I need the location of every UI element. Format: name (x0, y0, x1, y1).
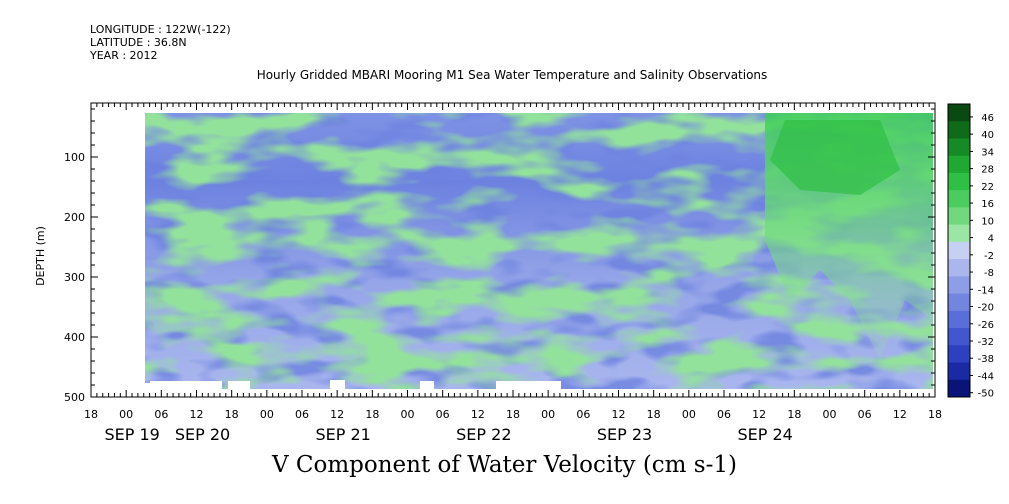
x-axis-label: V Component of Water Velocity (cm s-1) (272, 452, 737, 478)
heatmap-field (145, 113, 933, 389)
missing-data-gaps (145, 380, 561, 389)
x-tick-label: 18 (506, 408, 520, 421)
colorbar-label: 16 (981, 199, 994, 210)
x-tick-label: 00 (541, 408, 555, 421)
x-tick-label: 12 (893, 408, 907, 421)
y-tick-label: 400 (64, 331, 85, 344)
colorbar-swatch (948, 276, 970, 295)
x-tick-label: 00 (682, 408, 696, 421)
x-date-label: SEP 23 (597, 425, 652, 444)
colorbar-swatch (948, 138, 970, 157)
colorbar-label: 40 (981, 130, 994, 141)
x-tick-label: 18 (647, 408, 661, 421)
x-tick-label: 00 (823, 408, 837, 421)
x-tick-label: 12 (752, 408, 766, 421)
year-label: YEAR : 2012 (90, 49, 158, 62)
colorbar-swatch (948, 241, 970, 260)
longitude-label: LONGITUDE : 122W(-122) (90, 23, 231, 36)
colorbar-swatch (948, 172, 970, 191)
x-tick-label: 06 (295, 408, 309, 421)
colorbar-swatch (948, 190, 970, 208)
x-tick-label: 18 (928, 408, 942, 421)
x-date-label: SEP 21 (315, 425, 370, 444)
colorbar-label: -8 (984, 268, 994, 279)
x-tick-label: 06 (436, 408, 450, 421)
colorbar-swatch (948, 379, 970, 398)
colorbar-label: 34 (981, 147, 994, 158)
y-axis: 100 200 300 400 500 (64, 108, 935, 404)
x-tick-label: 06 (858, 408, 872, 421)
y-axis-label: DEPTH (m) (34, 226, 47, 286)
colorbar-label: -14 (978, 285, 994, 296)
latitude-label: LATITUDE : 36.8N (90, 36, 187, 49)
chart-title: Hourly Gridded MBARI Mooring M1 Sea Wate… (256, 68, 768, 82)
colorbar-frame (947, 103, 971, 398)
y-tick-label: 200 (64, 211, 85, 224)
colorbar-label: 22 (981, 182, 994, 193)
y-tick-label: 500 (64, 391, 85, 404)
colorbar-swatch (948, 362, 970, 381)
x-date-label: SEP 24 (737, 425, 792, 444)
x-tick-label: 18 (787, 408, 801, 421)
colorbar-swatch (948, 328, 970, 346)
colorbar-label: -38 (978, 354, 994, 365)
x-tick-label: 00 (119, 408, 133, 421)
colorbar-label: 46 (981, 113, 994, 124)
colorbar-label: -32 (978, 337, 994, 348)
x-tick-label: 18 (225, 408, 239, 421)
colorbar-swatch (948, 224, 970, 243)
x-tick-label: 18 (84, 408, 98, 421)
colorbar-label: -26 (978, 320, 994, 331)
colorbar-swatch (948, 121, 970, 139)
x-tick-label: 12 (612, 408, 626, 421)
x-tick-label: 06 (717, 408, 731, 421)
colorbar-label: -44 (978, 371, 994, 382)
colorbar-swatch (948, 207, 970, 226)
colorbar-label: 10 (981, 216, 994, 227)
colorbar-label: -2 (984, 251, 994, 262)
x-tick-label: 12 (471, 408, 485, 421)
x-date-label: SEP 22 (456, 425, 511, 444)
colorbar: 46 40 34 28 22 16 10 4 -2 -8 -14 -20 -26 -32 -38 -44 -50 (947, 103, 994, 400)
y-tick-label: 300 (64, 271, 85, 284)
x-tick-label: 18 (365, 408, 379, 421)
colorbar-label: 28 (981, 165, 994, 176)
y-tick-label: 100 (64, 151, 85, 164)
colorbar-swatch (948, 310, 970, 329)
colorbar-label: 4 (988, 234, 994, 245)
colorbar-swatch (948, 259, 970, 277)
x-date-label: SEP 20 (175, 425, 230, 444)
x-tick-label: 00 (401, 408, 415, 421)
colorbar-swatch (948, 155, 970, 174)
colorbar-label: -50 (978, 389, 994, 400)
colorbar-swatch (948, 345, 970, 364)
x-tick-label: 06 (154, 408, 168, 421)
x-tick-label: 00 (260, 408, 274, 421)
colorbar-swatch (948, 293, 970, 312)
x-axis: 18 00 06 12 18 00 06 12 18 00 06 12 18 00 06 12 18 00 06 12… (84, 103, 942, 444)
colorbar-label: -20 (978, 303, 994, 314)
x-tick-label: 12 (190, 408, 204, 421)
x-tick-label: 12 (330, 408, 344, 421)
x-tick-label: 06 (576, 408, 590, 421)
colorbar-swatch (948, 104, 970, 122)
x-date-label: SEP 19 (104, 425, 159, 444)
